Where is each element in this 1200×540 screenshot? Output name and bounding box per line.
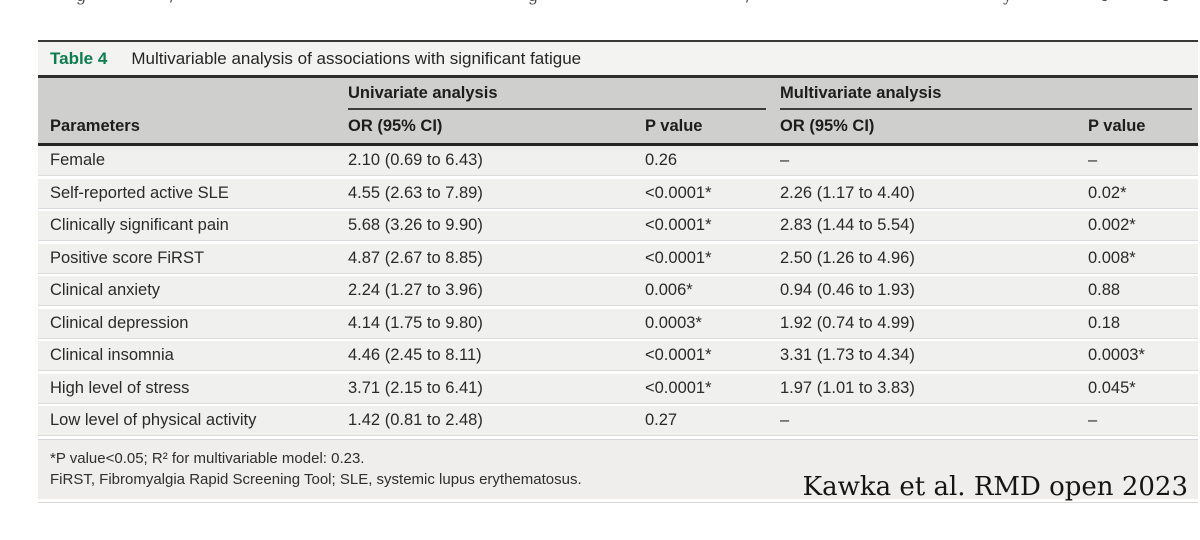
cell-univariate-or: 4.14 (1.75 to 9.80) xyxy=(348,313,483,332)
cropped-glyph-fragment: g xyxy=(76,0,86,4)
cell-parameter: Clinical anxiety xyxy=(50,281,161,299)
table-row: Low level of physical activity 1.42 (0.8… xyxy=(38,406,1198,435)
table-row: Clinically significant pain 5.68 (3.26 t… xyxy=(38,211,1198,240)
bottom-rule xyxy=(38,502,1198,503)
cell-parameter: High level of stress xyxy=(50,378,190,397)
cell-multivariate-or: – xyxy=(780,411,790,429)
table-row: Female 2.10 (0.69 to 6.43) 0.26 – – xyxy=(38,146,1198,175)
table-label: Table 4 xyxy=(50,48,108,68)
footnote-line-abbreviations: FiRST, Fibromyalgia Rapid Screening Tool… xyxy=(50,471,582,488)
cell-multivariate-or: 1.92 (0.74 to 4.99) xyxy=(780,313,915,332)
table-card: Table 4 Multivariable analysis of associ… xyxy=(38,40,1198,503)
cell-multivariate-p: 0.002* xyxy=(1088,216,1136,234)
column-header-multi-or: OR (95% CI) xyxy=(780,117,875,135)
table-title: Multivariable analysis of associations w… xyxy=(131,48,582,68)
cropped-glyph-fragment: y xyxy=(1003,0,1012,4)
table-header: Univariate analysis Multivariate analysi… xyxy=(38,75,1198,146)
cell-parameter: Clinically significant pain xyxy=(50,216,229,234)
cell-multivariate-or: 1.97 (1.01 to 3.83) xyxy=(780,378,915,397)
footnote-box: *P value<0.05; R² for multivariable mode… xyxy=(38,439,1198,499)
cell-univariate-p: 0.27 xyxy=(645,411,678,429)
cell-univariate-or: 1.42 (0.81 to 2.48) xyxy=(348,411,483,429)
cell-parameter: Low level of physical activity xyxy=(50,411,257,429)
cell-multivariate-p: 0.045* xyxy=(1088,378,1136,397)
cell-univariate-or: 2.24 (1.27 to 3.96) xyxy=(348,281,483,299)
table-row: Self-reported active SLE 4.55 (2.63 to 7… xyxy=(38,178,1198,208)
table-row: Clinical depression 4.14 (1.75 to 9.80) … xyxy=(38,308,1198,338)
cell-multivariate-p: 0.88 xyxy=(1088,281,1121,299)
column-header-row: Parameters OR (95% CI) P value OR (95% C… xyxy=(38,110,1198,143)
cell-multivariate-or: – xyxy=(780,151,790,169)
group-header-univariate: Univariate analysis xyxy=(348,84,766,110)
cell-multivariate-p: – xyxy=(1088,151,1098,169)
cell-univariate-or: 4.55 (2.63 to 7.89) xyxy=(348,183,483,202)
cell-univariate-p: <0.0001* xyxy=(645,248,712,267)
cell-multivariate-or: 2.26 (1.17 to 4.40) xyxy=(780,183,915,202)
table-row: Clinical insomnia 4.46 (2.45 to 8.11) <0… xyxy=(38,341,1198,370)
cell-univariate-p: <0.0001* xyxy=(645,183,712,202)
cell-parameter: Female xyxy=(50,151,106,169)
table-title-bar: Table 4 Multivariable analysis of associ… xyxy=(38,40,1198,75)
cell-univariate-or: 3.71 (2.15 to 6.41) xyxy=(348,378,483,397)
cell-parameter: Positive score FiRST xyxy=(50,248,205,267)
cell-univariate-p: 0.26 xyxy=(645,151,678,169)
cell-multivariate-p: 0.0003* xyxy=(1088,346,1145,364)
cell-multivariate-p: 0.18 xyxy=(1088,313,1121,332)
cell-parameter: Self-reported active SLE xyxy=(50,183,229,202)
table-row: Positive score FiRST 4.87 (2.67 to 8.85)… xyxy=(38,243,1198,273)
column-header-uni-or: OR (95% CI) xyxy=(348,117,443,135)
cropped-glyph-fragment: l xyxy=(1102,0,1107,4)
cell-multivariate-p: 0.02* xyxy=(1088,183,1127,202)
cropped-glyph-fragment: g xyxy=(528,0,538,4)
column-group-row: Univariate analysis Multivariate analysi… xyxy=(38,78,1198,110)
cell-univariate-p: 0.006* xyxy=(645,281,693,299)
cell-multivariate-or: 2.83 (1.44 to 5.54) xyxy=(780,216,915,234)
cell-univariate-or: 5.68 (3.26 to 9.90) xyxy=(348,216,483,234)
cell-univariate-p: 0.0003* xyxy=(645,313,702,332)
cell-multivariate-or: 3.31 (1.73 to 4.34) xyxy=(780,346,915,364)
cell-univariate-p: <0.0001* xyxy=(645,346,712,364)
cell-parameter: Clinical depression xyxy=(50,313,189,332)
table-row: Clinical anxiety 2.24 (1.27 to 3.96) 0.0… xyxy=(38,276,1198,305)
cell-multivariate-p: 0.008* xyxy=(1088,248,1136,267)
attribution-text: Kawka et al. RMD open 2023 xyxy=(802,472,1188,502)
cell-univariate-p: <0.0001* xyxy=(645,216,712,234)
group-header-multivariate: Multivariate analysis xyxy=(780,84,1192,110)
table-body: Female 2.10 (0.69 to 6.43) 0.26 – – Self… xyxy=(38,146,1198,435)
cell-univariate-or: 4.46 (2.45 to 8.11) xyxy=(348,346,482,364)
column-header-multi-p: P value xyxy=(1088,117,1146,135)
column-header-uni-p: P value xyxy=(645,117,703,135)
cropped-glyph-fragment: / xyxy=(746,0,751,4)
footnote-line-pvalue: *P value<0.05; R² for multivariable mode… xyxy=(50,450,365,467)
column-header-parameters: Parameters xyxy=(50,117,140,135)
cropped-glyph-fragment: / xyxy=(170,0,175,4)
cell-multivariate-or: 0.94 (0.46 to 1.93) xyxy=(780,281,915,299)
cell-univariate-or: 4.87 (2.67 to 8.85) xyxy=(348,248,483,267)
cell-multivariate-or: 2.50 (1.26 to 4.96) xyxy=(780,248,915,267)
cropped-text-top: g / g / y l l xyxy=(0,0,1200,6)
cell-univariate-p: <0.0001* xyxy=(645,378,712,397)
cell-multivariate-p: – xyxy=(1088,411,1098,429)
table-row: High level of stress 3.71 (2.15 to 6.41)… xyxy=(38,373,1198,403)
cell-parameter: Clinical insomnia xyxy=(50,346,174,364)
cell-univariate-or: 2.10 (0.69 to 6.43) xyxy=(348,151,483,169)
cropped-glyph-fragment: l xyxy=(1163,0,1168,4)
